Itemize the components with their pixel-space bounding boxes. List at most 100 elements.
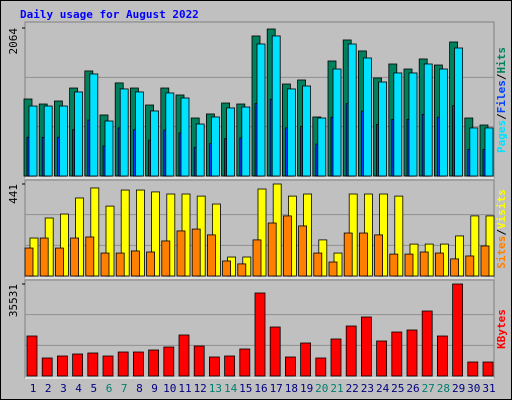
bar	[419, 251, 429, 277]
chart-title: Daily usage for August 2022	[20, 8, 199, 21]
bar	[60, 213, 69, 277]
bar	[134, 91, 144, 177]
bar	[300, 342, 312, 377]
bar	[362, 57, 372, 177]
x-tick-label: 22	[346, 382, 359, 395]
legend-separator: /	[495, 113, 508, 120]
bar	[237, 263, 247, 277]
bar	[146, 251, 156, 277]
bar	[166, 193, 176, 277]
x-tick-label: 26	[406, 382, 419, 395]
bar	[315, 357, 327, 377]
bar	[345, 325, 357, 377]
bar	[104, 120, 114, 177]
x-tick-label: 13	[209, 382, 222, 395]
bar	[195, 123, 205, 177]
bar	[271, 35, 281, 177]
bar	[374, 234, 384, 277]
bar	[455, 235, 465, 277]
bar	[87, 352, 99, 377]
x-tick-label: 20	[315, 382, 328, 395]
bar	[252, 239, 262, 277]
bar	[438, 68, 448, 177]
bar	[482, 361, 494, 377]
bar	[328, 261, 338, 277]
bar	[254, 292, 266, 377]
bar	[452, 283, 464, 377]
legend-entry: Visits	[495, 189, 508, 229]
bar	[191, 228, 201, 277]
bar	[393, 72, 403, 177]
bar	[26, 335, 38, 377]
bar	[59, 105, 68, 177]
bar	[347, 43, 357, 177]
bar	[120, 189, 130, 277]
bar	[105, 205, 115, 277]
x-tick-label: 16	[254, 382, 267, 395]
x-tick-label: 2	[45, 382, 52, 395]
bar	[484, 127, 494, 177]
bar	[313, 252, 323, 277]
bar	[119, 88, 129, 177]
bar	[256, 43, 266, 177]
bar	[465, 255, 475, 277]
bar	[165, 92, 175, 177]
bar	[389, 253, 399, 277]
bar	[467, 361, 479, 377]
bar	[151, 191, 161, 277]
legend-entry: KBytes	[495, 309, 508, 349]
bar	[378, 81, 388, 177]
bar	[148, 349, 160, 377]
x-tick-label: 31	[482, 382, 495, 395]
bar	[394, 195, 404, 277]
bar	[317, 117, 327, 177]
legend-entry: Files	[495, 80, 508, 113]
bar	[89, 73, 99, 177]
bar	[269, 326, 281, 377]
bar	[57, 355, 68, 377]
bar	[70, 237, 79, 277]
legend: Pages/Files/Hits	[495, 47, 508, 153]
x-tick-label: 21	[330, 382, 343, 395]
bar	[391, 331, 403, 377]
x-tick-label: 17	[270, 382, 283, 395]
bar	[180, 97, 190, 177]
x-tick-label: 25	[391, 382, 404, 395]
x-tick-label: 14	[224, 382, 238, 395]
x-tick-label: 27	[422, 382, 435, 395]
x-tick-label: 8	[136, 382, 143, 395]
bar	[282, 215, 292, 277]
bar	[90, 187, 100, 277]
legend-separator: /	[495, 73, 508, 80]
bar	[28, 105, 38, 177]
x-tick-label: 10	[163, 382, 176, 395]
bar	[135, 189, 145, 277]
bar	[360, 316, 372, 377]
x-tick-label: 9	[151, 382, 158, 395]
bar	[132, 351, 144, 377]
legend: KBytes	[495, 309, 508, 349]
bar	[469, 127, 479, 177]
bar	[480, 245, 490, 277]
bar	[41, 357, 53, 377]
x-tick-label: 1	[30, 382, 37, 395]
bar	[163, 346, 175, 377]
x-tick-label: 30	[467, 382, 480, 395]
bar	[358, 232, 368, 277]
x-tick-label: 23	[361, 382, 374, 395]
legend: Sites/Visits	[495, 189, 508, 269]
x-tick-label: 6	[106, 382, 113, 395]
x-tick-label: 12	[194, 382, 207, 395]
bar	[130, 250, 140, 277]
x-tick-label: 18	[285, 382, 298, 395]
bar	[208, 356, 220, 377]
bar	[117, 351, 129, 377]
x-tick-label: 28	[437, 382, 450, 395]
bar	[454, 47, 464, 177]
bar	[222, 260, 232, 277]
bar	[241, 106, 251, 177]
x-tick-label: 15	[239, 382, 252, 395]
legend-entry: Sites	[495, 236, 508, 269]
bar	[55, 247, 64, 277]
